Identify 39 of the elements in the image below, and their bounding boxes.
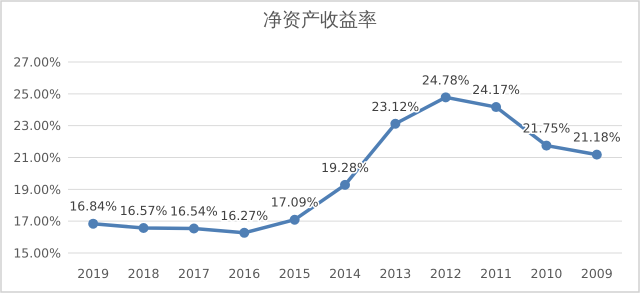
point — [138, 223, 149, 234]
x-tick-label: 2018 — [128, 266, 160, 281]
y-tick-label: 27.00% — [13, 54, 62, 70]
y-tick-label: 19.00% — [13, 182, 62, 197]
y-tick-label: 21.00% — [13, 150, 62, 165]
point — [188, 223, 199, 234]
point — [290, 214, 300, 225]
data-label: 24.17% — [472, 82, 520, 98]
chart-title: 净资产收益率 — [263, 9, 377, 31]
x-tick-label: 2011 — [480, 266, 512, 281]
data-label: 21.18% — [572, 130, 621, 145]
point — [592, 150, 602, 160]
data-label: 16.84% — [69, 198, 118, 214]
y-tick-label: 25.00% — [13, 86, 62, 102]
y-tick-label: 23.00% — [13, 118, 62, 134]
x-tick-label: 2015 — [278, 266, 311, 281]
x-tick-label: 2014 — [329, 266, 361, 281]
x-tick-label: 2013 — [379, 266, 412, 281]
point — [340, 180, 350, 190]
data-label: 23.12% — [372, 98, 420, 114]
data-label: 16.57% — [120, 203, 168, 218]
data-label: 17.09% — [270, 194, 319, 210]
y-tick-label: 15.00% — [13, 246, 62, 260]
x-tick-label: 2016 — [228, 266, 260, 281]
point — [239, 228, 250, 238]
point — [491, 102, 502, 112]
x-tick-label: 2017 — [178, 266, 210, 281]
point — [440, 92, 451, 102]
data-label: 24.78% — [422, 72, 470, 88]
x-tick-label: 2009 — [580, 266, 613, 281]
point — [541, 140, 552, 151]
x-tick-label: 2019 — [77, 266, 110, 281]
x-tick-label: 2012 — [430, 266, 462, 281]
y-tick-label: 17.00% — [13, 214, 62, 229]
x-tick-label: 2010 — [530, 266, 562, 281]
point — [390, 118, 400, 129]
point — [88, 218, 98, 229]
data-label: 16.54% — [170, 203, 218, 218]
data-label: 16.27% — [220, 208, 268, 223]
